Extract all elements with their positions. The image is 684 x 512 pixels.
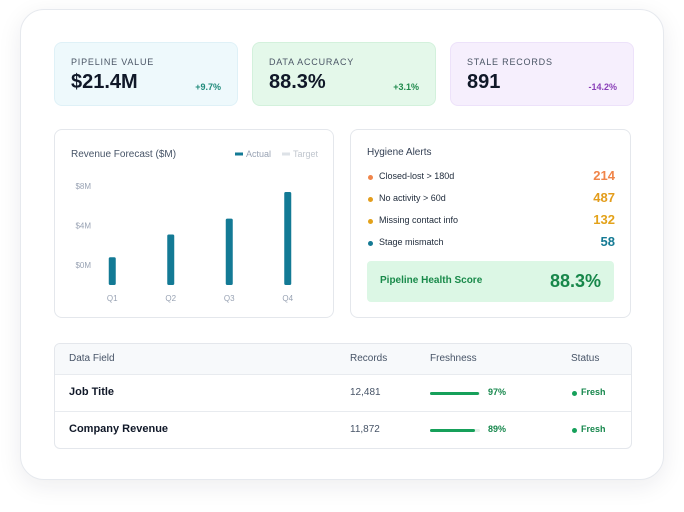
status: Fresh <box>581 424 606 434</box>
kpi-card: STALE RECORDS 891 -14.2% <box>450 42 634 106</box>
freshness-bar <box>430 392 479 395</box>
alert-count: 132 <box>593 212 615 227</box>
freshness-label: 89% <box>488 424 507 434</box>
y-tick-label: $4M <box>75 222 91 231</box>
table-header <box>55 344 631 374</box>
health-value: 88.3% <box>549 271 601 291</box>
legend-label: Actual <box>246 149 271 159</box>
x-tick-label: Q2 <box>165 294 176 303</box>
health-box: Pipeline Health Score 88.3% <box>367 261 614 302</box>
x-tick-label: Q4 <box>282 294 293 303</box>
alert-label: Closed-lost > 180d <box>379 171 455 181</box>
status: Fresh <box>581 387 606 397</box>
y-tick-label: $8M <box>75 182 91 191</box>
alert-dot <box>368 241 373 246</box>
alert-count: 487 <box>593 190 615 205</box>
column-header: Data Field <box>69 353 115 364</box>
freshness-track <box>430 392 480 395</box>
alert-label: Stage mismatch <box>379 237 444 247</box>
alert-row: No activity > 60d 487 <box>351 189 631 209</box>
freshness-track <box>430 429 480 432</box>
alert-count: 214 <box>593 168 615 183</box>
chart-panel: Revenue Forecast ($M) Actual Target $0M $4M… <box>54 129 334 318</box>
field-name: Job Title <box>69 386 115 398</box>
alert-dot <box>368 197 373 202</box>
alert-label: Missing contact info <box>379 215 459 225</box>
x-tick-label: Q1 <box>107 294 118 303</box>
table: Data Field Records Freshness Status Job Titl… <box>54 343 632 449</box>
bar <box>284 191 292 285</box>
alert-label: No activity > 60d <box>379 193 446 203</box>
kpi-value: 88.3% <box>269 71 326 93</box>
chart-title: Revenue Forecast ($M) <box>71 149 176 160</box>
kpi-label: DATA ACCURACY <box>269 57 355 67</box>
kpi-label: PIPELINE VALUE <box>71 57 155 67</box>
records: 12,481 <box>350 387 381 398</box>
health-label: Pipeline Health Score <box>380 275 483 286</box>
alert-row: Closed-lost > 180d 214 <box>351 167 631 187</box>
freshness-label: 97% <box>488 387 507 397</box>
kpi-value: $21.4M <box>71 71 138 93</box>
table-row: Job Title 12,481 97% Fresh <box>55 374 631 412</box>
status-dot <box>572 428 577 433</box>
legend-label: Target <box>293 149 319 159</box>
alert-dot <box>368 219 373 224</box>
kpi-card: PIPELINE VALUE $21.4M +9.7% <box>54 42 238 106</box>
kpi-value: 891 <box>467 71 501 93</box>
kpi-label: STALE RECORDS <box>467 57 553 67</box>
column-header: Freshness <box>430 353 477 364</box>
kpi-card: DATA ACCURACY 88.3% +3.1% <box>252 42 436 106</box>
alerts-panel: Hygiene Alerts Pipeline Health Score 88.… <box>350 129 631 318</box>
y-tick-label: $0M <box>75 261 91 270</box>
records: 11,872 <box>350 424 380 435</box>
alert-row: Stage mismatch 58 <box>351 233 631 253</box>
status-dot <box>572 391 577 396</box>
field-name: Company Revenue <box>69 423 169 435</box>
alerts-title: Hygiene Alerts <box>367 147 432 158</box>
bar <box>167 234 175 285</box>
kpi-change: +3.1% <box>393 82 419 92</box>
bar <box>225 218 233 285</box>
column-header: Status <box>571 353 600 364</box>
kpi-change: -14.2% <box>588 82 617 92</box>
x-tick-label: Q3 <box>224 294 235 303</box>
chart: Revenue Forecast ($M) Actual Target $0M $4M… <box>71 149 319 303</box>
table-row: Company Revenue 11,872 89% Fresh <box>55 411 631 448</box>
alert-dot <box>368 175 373 180</box>
bar <box>108 257 116 285</box>
alert-row: Missing contact info 132 <box>351 211 631 231</box>
kpi-change: +9.7% <box>195 82 221 92</box>
freshness-bar <box>430 429 475 432</box>
alert-count: 58 <box>600 234 615 249</box>
column-header: Records <box>350 353 388 364</box>
